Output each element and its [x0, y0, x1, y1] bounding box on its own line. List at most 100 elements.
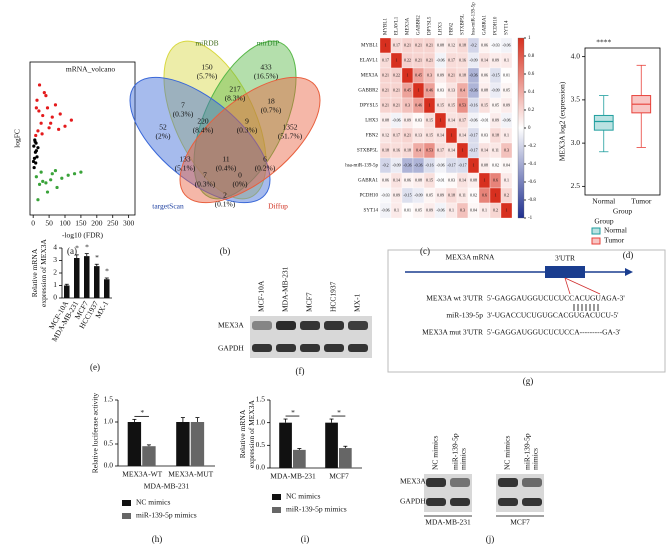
column-label: HCC1937 — [329, 281, 338, 312]
cell-label: -0.09 — [469, 57, 477, 62]
y-tick-label: 0 — [53, 293, 57, 302]
column-label: LHX3 — [439, 22, 444, 35]
chart-title: mRNA_volcano — [66, 65, 115, 74]
x-tick-label: Normal — [592, 197, 615, 206]
annotation: **** — [596, 38, 611, 47]
cell-label: 0.05 — [415, 207, 422, 212]
cell-label: 0.12 — [382, 132, 389, 137]
cell-label: -0.06 — [436, 57, 444, 62]
sequence-row-label: miR-139-5p — [446, 311, 483, 320]
point — [50, 172, 54, 176]
y-tick-label: 2.5 — [571, 181, 581, 190]
cell-label: 1 — [440, 117, 442, 122]
y-tick-label: 3 — [53, 255, 57, 264]
venn-set-label: targetScan — [152, 202, 184, 211]
legend-swatch — [122, 500, 131, 506]
legend-swatch — [272, 494, 281, 500]
colorbar-tick-label: -0.8 — [528, 198, 536, 203]
band — [300, 344, 320, 352]
venn-count: 133 — [179, 155, 191, 164]
cell-label: 0.18 — [459, 42, 466, 47]
cell-label: 0.14 — [481, 57, 488, 62]
seed-pairs — [573, 304, 599, 311]
colorbar-tick-label: 0.8 — [528, 54, 535, 59]
band — [426, 498, 446, 506]
venn-count: 11 — [222, 155, 229, 164]
sequence-row-label: MEX3A mut 3'UTR — [422, 328, 483, 337]
cell-label: 0.1 — [394, 207, 399, 212]
panel-label: (c) — [420, 246, 430, 256]
cell-label: 0.45 — [404, 87, 411, 92]
point — [42, 91, 46, 95]
cell-label: 0.21 — [426, 57, 433, 62]
connector — [564, 277, 571, 295]
band — [522, 478, 542, 487]
point — [40, 132, 44, 136]
venn-percent: (51.7%) — [278, 132, 303, 141]
band — [498, 478, 518, 487]
x-tick-label: Tumor — [631, 197, 652, 206]
sequence-row-label: MEX3A wt 3'UTR — [426, 294, 483, 303]
cell-label: 0.22 — [404, 57, 411, 62]
y-axis-label: Relative mRNA — [238, 409, 247, 458]
cell-label: 1 — [407, 72, 409, 77]
cell-label: 0.06 — [382, 177, 389, 182]
colorbar-tick-label: -0.4 — [528, 162, 536, 167]
cell-label: 0.14 — [459, 177, 466, 182]
point — [33, 138, 37, 142]
cell-label: -0.06 — [502, 42, 510, 47]
cell-label: 0.09 — [426, 207, 433, 212]
cell-label: -0.06 — [436, 162, 444, 167]
cell-label: 0.14 — [437, 132, 444, 137]
cell-label: -0.16 — [425, 162, 433, 167]
point — [44, 94, 48, 98]
point — [63, 124, 67, 128]
band — [276, 344, 296, 352]
cell-label: 0.4 — [416, 147, 421, 152]
x-axis-label: MDA-MB-231 — [144, 482, 190, 491]
point — [60, 176, 64, 180]
venn-percent: (0.3%) — [237, 126, 258, 135]
bar — [325, 422, 338, 468]
row-label: LHX3 — [365, 119, 378, 124]
cell-label: -0.06 — [436, 207, 444, 212]
cell-label: -0.17 — [458, 162, 466, 167]
cell-label: 0.3 — [504, 147, 509, 152]
cell-label: 0.08 — [470, 177, 477, 182]
venn-set-label: Diffup — [268, 202, 288, 211]
x-axis-label: -log10 (FDR) — [62, 231, 104, 240]
annotation: * — [140, 408, 144, 417]
band — [498, 498, 518, 506]
x-tick-label: MEX3A-MUT — [168, 470, 213, 479]
cell-label: 0.21 — [415, 57, 422, 62]
point — [49, 121, 53, 125]
cell-label: 0.09 — [437, 192, 444, 197]
bar — [339, 448, 352, 468]
x-tick-label: MCF7 — [329, 472, 349, 481]
point — [55, 185, 59, 190]
venn-count: 52 — [159, 123, 167, 132]
cell-label: -0.17 — [447, 162, 455, 167]
y-tick-label: 1 — [53, 280, 57, 289]
cell-label: -0.06 — [392, 117, 400, 122]
point — [69, 118, 73, 122]
row-label: GAPDH — [400, 497, 426, 506]
cell-label: 0.15 — [426, 117, 433, 122]
x-tick-label: 150 — [75, 219, 87, 228]
cell-label: -0.01 — [436, 177, 444, 182]
row-label: GAPDH — [218, 344, 244, 353]
venn-count: 7 — [181, 101, 185, 110]
cell-label: 0.03 — [437, 87, 444, 92]
point — [36, 198, 40, 202]
cell-label: 0.21 — [448, 72, 455, 77]
cell-label: 0.21 — [382, 102, 389, 107]
y-axis-label: MEX3A log2 (expression) — [558, 81, 567, 161]
cell-label: 0.45 — [415, 72, 422, 77]
cell-label: -0.36 — [469, 87, 477, 92]
column-label: hsa-miR-139-5p — [472, 2, 477, 35]
cell-label: 0.08 — [481, 87, 488, 92]
column-label: STXBP5L — [461, 14, 466, 35]
cell-label: 1 — [418, 87, 420, 92]
cell-label: 0.21 — [404, 42, 411, 47]
row-label: MYBL1 — [361, 44, 378, 49]
